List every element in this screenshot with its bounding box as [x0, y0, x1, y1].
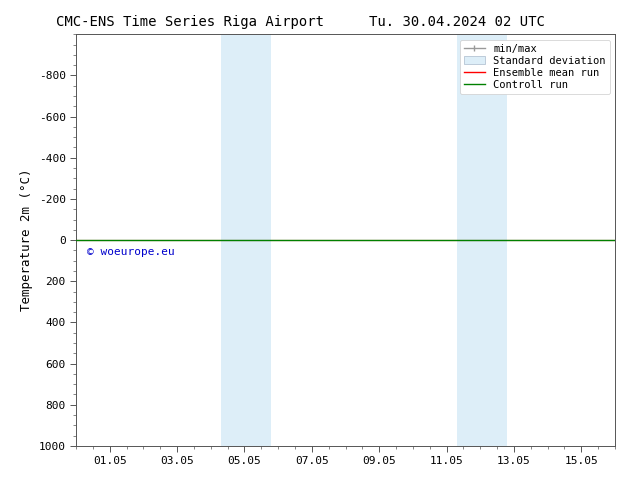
- Text: © woeurope.eu: © woeurope.eu: [87, 247, 174, 257]
- Bar: [221, 34, 271, 446]
- Legend: min/max, Standard deviation, Ensemble mean run, Controll run: min/max, Standard deviation, Ensemble me…: [460, 40, 610, 94]
- Text: Tu. 30.04.2024 02 UTC: Tu. 30.04.2024 02 UTC: [368, 15, 545, 29]
- Text: CMC-ENS Time Series Riga Airport: CMC-ENS Time Series Riga Airport: [56, 15, 324, 29]
- Bar: [456, 34, 507, 446]
- Y-axis label: Temperature 2m (°C): Temperature 2m (°C): [20, 169, 33, 311]
